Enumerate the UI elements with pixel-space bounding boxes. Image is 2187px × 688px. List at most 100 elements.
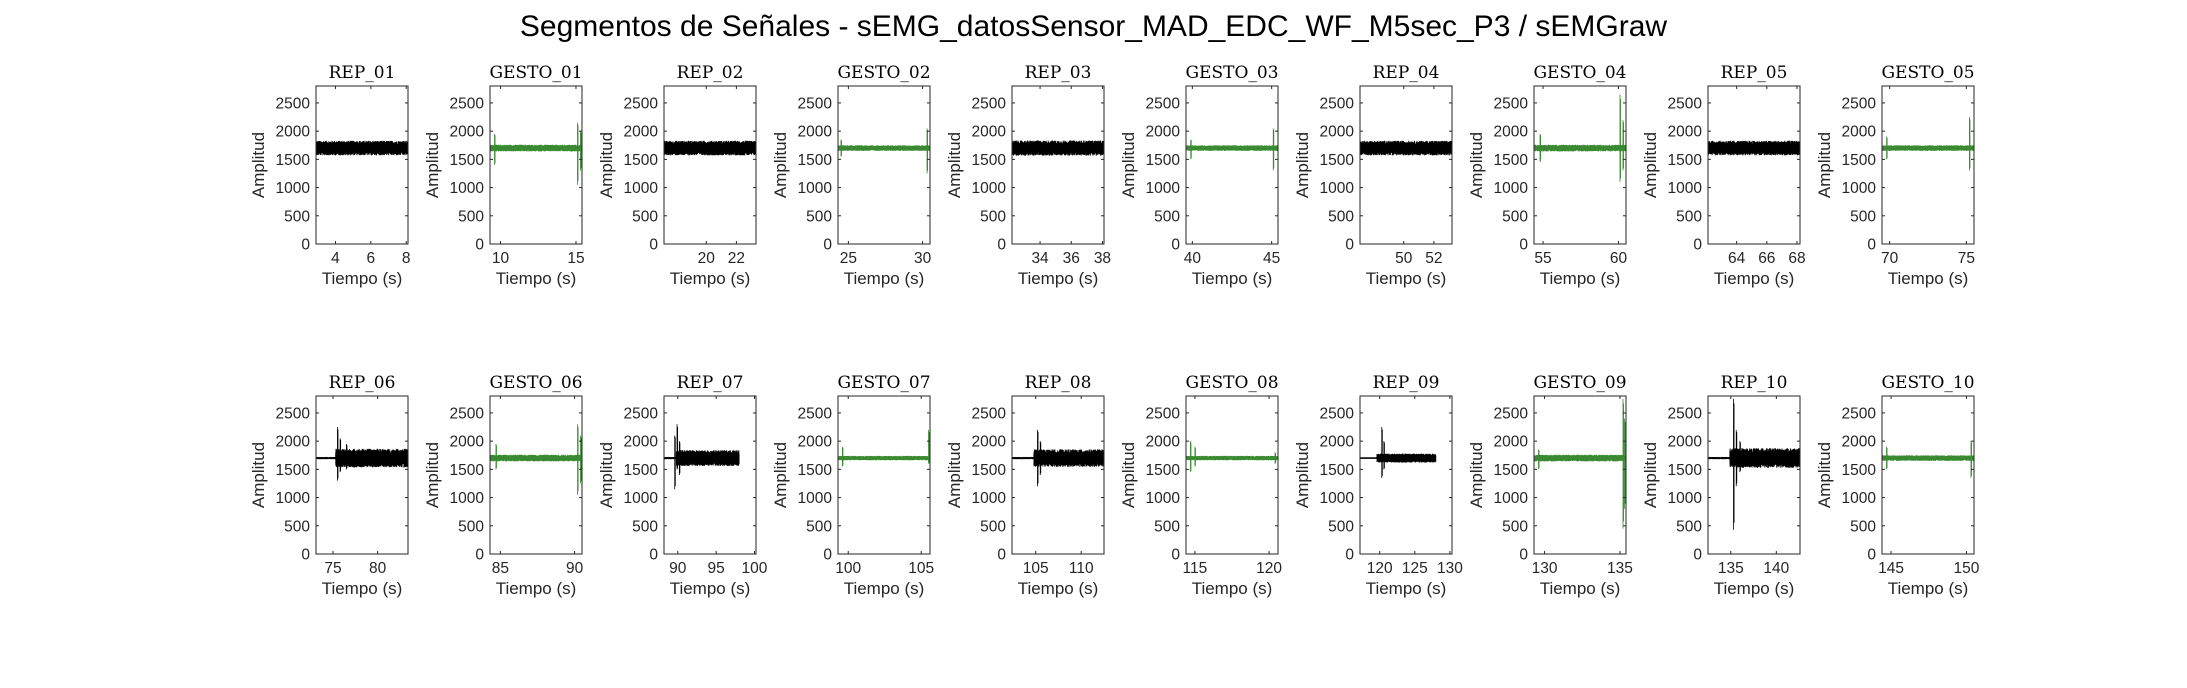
x-tick-label: 4 xyxy=(331,250,340,267)
y-tick-label: 0 xyxy=(1693,547,1702,564)
signal-trace xyxy=(1707,140,1801,156)
y-tick-label: 2500 xyxy=(276,405,311,422)
y-axis-label: Amplitud xyxy=(423,442,442,508)
y-tick-label: 1500 xyxy=(1320,462,1355,479)
x-tick-label: 110 xyxy=(1069,560,1094,577)
y-tick-label: 500 xyxy=(980,208,1006,225)
subplot-title: GESTO_02 xyxy=(837,63,930,83)
axes-box xyxy=(837,395,931,555)
x-tick-label: 135 xyxy=(1718,560,1744,577)
y-axis-label: Amplitud xyxy=(945,132,964,198)
signal-trace xyxy=(1359,140,1453,156)
signal-trace xyxy=(1533,398,1627,529)
y-axis-label: Amplitud xyxy=(945,442,964,508)
y-tick-label: 500 xyxy=(632,208,658,225)
y-tick-label: 0 xyxy=(997,237,1006,254)
y-tick-label: 2000 xyxy=(276,434,311,451)
x-tick-label: 135 xyxy=(1607,560,1633,577)
x-axis-label: Tiempo (s) xyxy=(1540,579,1621,598)
y-tick-label: 0 xyxy=(823,547,832,564)
y-tick-label: 2000 xyxy=(1842,434,1877,451)
signal-trace xyxy=(1533,94,1627,182)
y-tick-label: 1500 xyxy=(1842,462,1877,479)
axes-box xyxy=(663,85,757,245)
y-axis-label: Amplitud xyxy=(249,132,268,198)
subplot-title: REP_07 xyxy=(677,373,744,393)
x-tick-label: 6 xyxy=(367,250,376,267)
y-axis-label: Amplitud xyxy=(597,132,616,198)
y-tick-label: 0 xyxy=(1867,547,1876,564)
subplot-title: GESTO_07 xyxy=(837,373,930,393)
y-tick-label: 1500 xyxy=(624,152,659,169)
y-tick-label: 1000 xyxy=(624,180,659,197)
axes-box xyxy=(489,395,583,555)
subplot-title: REP_03 xyxy=(1025,63,1092,83)
y-tick-label: 1500 xyxy=(798,462,833,479)
y-tick-label: 2000 xyxy=(450,434,485,451)
x-tick-label: 20 xyxy=(698,250,716,267)
y-tick-label: 2000 xyxy=(1842,124,1877,141)
x-tick-label: 115 xyxy=(1183,560,1208,577)
signal-trace xyxy=(315,427,409,481)
y-tick-label: 2500 xyxy=(798,405,833,422)
y-axis-label: Amplitud xyxy=(1119,442,1138,508)
y-tick-label: 1000 xyxy=(972,490,1007,507)
axes-box xyxy=(663,395,757,555)
axes-box xyxy=(1185,85,1279,245)
x-tick-label: 125 xyxy=(1402,560,1428,577)
y-tick-label: 500 xyxy=(1850,518,1876,535)
y-tick-label: 500 xyxy=(1850,208,1876,225)
subplot-title: REP_04 xyxy=(1373,63,1440,83)
subplot-title: REP_01 xyxy=(329,63,396,83)
y-tick-label: 1500 xyxy=(450,462,485,479)
y-tick-label: 500 xyxy=(1328,208,1354,225)
y-tick-label: 2000 xyxy=(972,124,1007,141)
subplot-title: GESTO_04 xyxy=(1533,63,1626,83)
y-tick-label: 2500 xyxy=(1320,405,1355,422)
subplot-gesto-03: GESTO_03 0 500 1000 1500 2000 2500 40 45 Tiempo (… xyxy=(1119,63,1280,288)
x-tick-label: 80 xyxy=(369,560,387,577)
x-axis-label: Tiempo (s) xyxy=(496,579,577,598)
signal-trace xyxy=(1707,398,1801,530)
y-axis-label: Amplitud xyxy=(249,442,268,508)
y-tick-label: 2000 xyxy=(972,434,1007,451)
y-tick-label: 2000 xyxy=(1320,124,1355,141)
y-tick-label: 500 xyxy=(1676,518,1702,535)
signal-trace xyxy=(663,424,740,490)
x-tick-label: 150 xyxy=(1954,560,1980,577)
axes-box xyxy=(1185,395,1279,555)
axes-box xyxy=(1881,85,1975,245)
x-tick-label: 130 xyxy=(1437,560,1463,577)
subplot-gesto-06: GESTO_06 0 500 1000 1500 2000 2500 85 90 Tiempo (… xyxy=(423,373,584,598)
x-tick-label: 75 xyxy=(1958,250,1975,267)
subplot-title: REP_06 xyxy=(329,373,396,393)
axes-box xyxy=(837,85,931,245)
y-tick-label: 0 xyxy=(1171,547,1180,564)
y-tick-label: 0 xyxy=(1519,547,1528,564)
y-axis-label: Amplitud xyxy=(1815,442,1834,508)
y-axis-label: Amplitud xyxy=(771,132,790,198)
axes-box xyxy=(315,395,409,555)
subplot-rep-07: REP_07 0 500 1000 1500 2000 2500 90 95 100 Tiempo … xyxy=(597,373,768,598)
y-tick-label: 1500 xyxy=(276,152,311,169)
y-tick-label: 2000 xyxy=(1668,124,1703,141)
y-tick-label: 0 xyxy=(823,237,832,254)
x-axis-label: Tiempo (s) xyxy=(1714,269,1795,288)
subplot-title: GESTO_09 xyxy=(1533,373,1626,393)
y-axis-label: Amplitud xyxy=(1641,442,1660,508)
axes-box xyxy=(1011,85,1105,245)
figure-title: Segmentos de Señales - sEMG_datosSensor_… xyxy=(519,10,1668,43)
x-axis-label: Tiempo (s) xyxy=(1714,579,1795,598)
axes-box xyxy=(1011,395,1105,555)
y-tick-label: 2500 xyxy=(972,405,1007,422)
x-axis-label: Tiempo (s) xyxy=(1888,579,1969,598)
x-tick-label: 55 xyxy=(1534,250,1551,267)
axes-box xyxy=(1533,85,1627,245)
y-tick-label: 0 xyxy=(1345,547,1354,564)
y-tick-label: 500 xyxy=(1676,208,1702,225)
y-tick-label: 0 xyxy=(649,237,658,254)
x-axis-label: Tiempo (s) xyxy=(844,579,925,598)
y-tick-label: 1000 xyxy=(1842,180,1877,197)
y-tick-label: 1000 xyxy=(1494,180,1529,197)
y-tick-label: 2500 xyxy=(1320,95,1355,112)
